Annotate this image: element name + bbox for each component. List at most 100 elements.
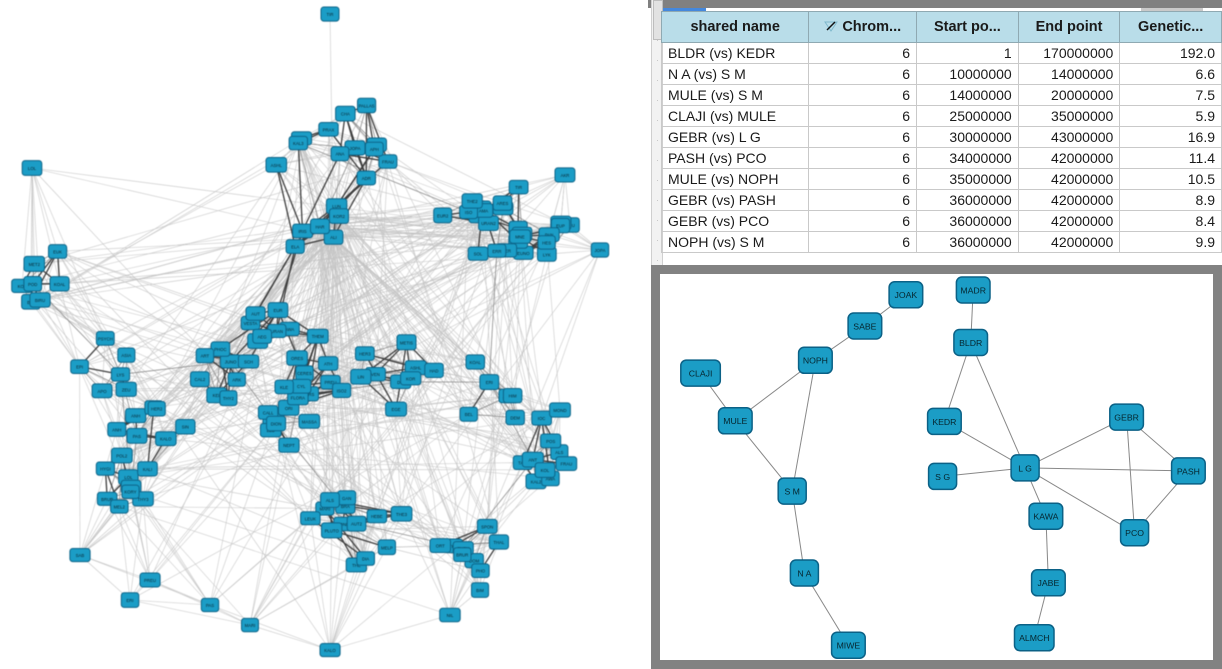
- svg-text:BLDR: BLDR: [959, 338, 982, 348]
- svg-text:ALS: ALS: [555, 450, 563, 455]
- svg-text:ORI: ORI: [285, 406, 293, 411]
- svg-text:JUNO: JUNO: [225, 359, 237, 364]
- svg-text:KAL3: KAL3: [293, 141, 304, 146]
- svg-text:MASSA: MASSA: [302, 419, 317, 424]
- svg-text:HAR: HAR: [315, 224, 324, 229]
- svg-text:MARI: MARI: [245, 623, 256, 628]
- svg-text:HYGI: HYGI: [100, 467, 111, 472]
- svg-text:NEPT: NEPT: [283, 443, 295, 448]
- svg-text:PALLAS: PALLAS: [359, 104, 375, 109]
- svg-text:HEBE: HEBE: [371, 514, 383, 519]
- svg-text:CALL: CALL: [263, 410, 274, 415]
- svg-text:KLE: KLE: [280, 385, 288, 390]
- svg-text:THY3: THY3: [138, 497, 150, 502]
- svg-text:POS: POS: [546, 439, 555, 444]
- svg-text:ANH: ANH: [131, 414, 140, 419]
- svg-text:JOAK: JOAK: [895, 290, 918, 300]
- svg-text:AEG: AEG: [258, 334, 268, 339]
- svg-text:SAB: SAB: [76, 553, 85, 558]
- svg-text:SCH: SCH: [244, 360, 253, 365]
- svg-text:MADR: MADR: [960, 285, 986, 295]
- svg-text:ERI: ERI: [486, 380, 493, 385]
- svg-text:CAL2: CAL2: [195, 377, 206, 382]
- svg-text:LOL: LOL: [124, 475, 133, 480]
- svg-text:IOC: IOC: [538, 416, 546, 421]
- svg-text:ALS: ALS: [326, 498, 334, 503]
- svg-text:AMA: AMA: [479, 208, 488, 213]
- svg-text:EUNO: EUNO: [517, 251, 530, 256]
- svg-text:DION: DION: [271, 422, 282, 427]
- svg-text:GEBR: GEBR: [1114, 413, 1139, 423]
- svg-text:TIR: TIR: [515, 185, 522, 190]
- svg-text:ARES: ARES: [497, 201, 509, 206]
- svg-text:ORES: ORES: [291, 356, 303, 361]
- svg-text:MEL2: MEL2: [114, 505, 126, 510]
- svg-text:ALI: ALI: [330, 235, 336, 240]
- svg-text:AUT2: AUT2: [351, 522, 363, 527]
- svg-text:JOPA: JOPA: [350, 146, 361, 151]
- svg-text:NIL: NIL: [447, 613, 454, 618]
- svg-text:SIN: SIN: [182, 425, 189, 430]
- svg-text:ZEU: ZEU: [122, 387, 131, 392]
- svg-text:KOAL: KOAL: [54, 282, 66, 287]
- svg-text:ASHL: ASHL: [410, 366, 422, 371]
- svg-text:POD: POD: [28, 282, 37, 287]
- svg-text:ART: ART: [201, 354, 210, 359]
- svg-text:MULE: MULE: [723, 416, 747, 426]
- svg-text:CYL: CYL: [297, 384, 306, 389]
- svg-text:HER3: HER3: [359, 352, 371, 357]
- svg-text:S G: S G: [935, 472, 950, 482]
- svg-text:APH: APH: [370, 147, 379, 152]
- svg-text:ASIA: ASIA: [121, 353, 131, 358]
- svg-text:DIA: DIA: [362, 557, 369, 562]
- svg-text:KALO: KALO: [160, 437, 172, 442]
- svg-text:ISO: ISO: [465, 210, 473, 215]
- svg-text:EPI: EPI: [76, 365, 83, 370]
- svg-text:AKR: AKR: [561, 173, 570, 178]
- svg-text:PREU: PREU: [144, 578, 156, 583]
- svg-text:EUK: EUK: [53, 249, 62, 254]
- svg-text:LEUK: LEUK: [305, 516, 316, 521]
- svg-text:KOR: KOR: [406, 376, 415, 381]
- svg-text:FLORA: FLORA: [291, 395, 305, 400]
- svg-text:ISO2: ISO2: [337, 388, 347, 393]
- svg-text:THE3: THE3: [396, 512, 408, 517]
- svg-text:KALI: KALI: [143, 467, 152, 472]
- svg-text:EGE: EGE: [392, 407, 401, 412]
- svg-text:CLAJI: CLAJI: [689, 369, 713, 379]
- svg-text:PSYCH: PSYCH: [98, 336, 113, 341]
- svg-text:HER2: HER2: [151, 407, 163, 412]
- svg-text:BIM: BIM: [476, 588, 484, 593]
- svg-text:DEM: DEM: [510, 416, 520, 421]
- svg-text:THE2: THE2: [467, 199, 479, 204]
- svg-text:LOL: LOL: [28, 166, 37, 171]
- svg-text:KORY: KORY: [124, 490, 136, 495]
- svg-text:THY2: THY2: [223, 396, 235, 401]
- svg-text:EUR2: EUR2: [437, 213, 449, 218]
- svg-text:BEL: BEL: [465, 412, 474, 417]
- svg-text:APO: APO: [97, 389, 107, 394]
- svg-text:LIN: LIN: [357, 375, 364, 380]
- svg-text:VEN: VEN: [371, 372, 380, 377]
- svg-text:ERR: ERR: [492, 249, 501, 254]
- svg-text:ALMCH: ALMCH: [1019, 633, 1049, 643]
- svg-text:PHO: PHO: [476, 569, 486, 574]
- svg-text:SABE: SABE: [853, 321, 876, 331]
- svg-text:THEM: THEM: [312, 334, 325, 339]
- svg-text:EUR: EUR: [273, 308, 282, 313]
- svg-text:MOND: MOND: [553, 408, 566, 413]
- svg-text:GAN: GAN: [342, 496, 351, 501]
- svg-text:HIM: HIM: [509, 394, 517, 399]
- svg-text:METIS: METIS: [400, 340, 413, 345]
- svg-text:PHOC: PHOC: [214, 347, 226, 352]
- svg-text:PRAX: PRAX: [323, 127, 335, 132]
- svg-text:POL2: POL2: [116, 454, 128, 459]
- svg-text:ADR: ADR: [362, 176, 371, 181]
- svg-text:CERES: CERES: [297, 371, 312, 376]
- svg-text:ERI: ERI: [126, 598, 133, 603]
- svg-text:L G: L G: [1018, 463, 1032, 473]
- svg-text:HAD: HAD: [429, 368, 438, 373]
- svg-text:KEDR: KEDR: [932, 417, 956, 427]
- svg-text:ANT: ANT: [528, 458, 537, 463]
- svg-text:KOR2: KOR2: [333, 214, 345, 219]
